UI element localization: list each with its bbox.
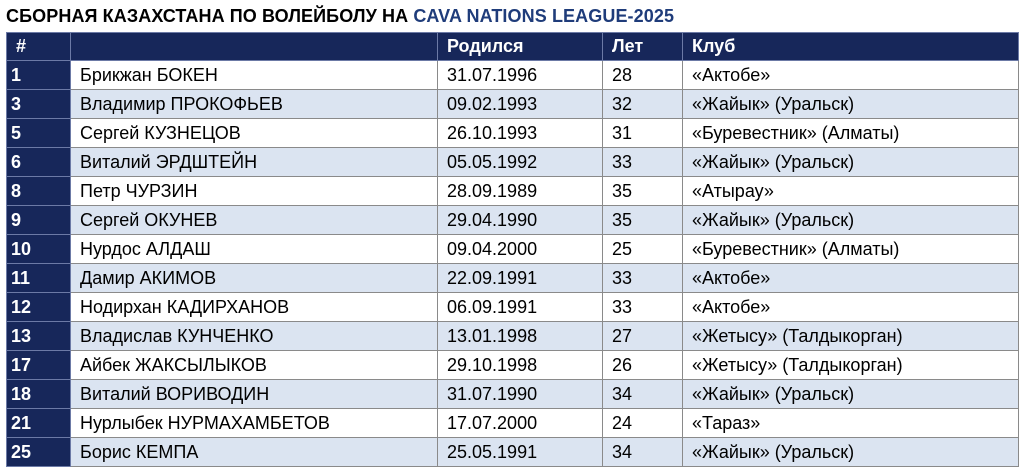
- page-title: СБОРНАЯ КАЗАХСТАНА ПО ВОЛЕЙБОЛУ НА CAVA …: [6, 3, 674, 29]
- player-name: Нурлыбек НУРМАХАМБЕТОВ: [70, 408, 438, 438]
- player-born: 06.09.1991: [437, 292, 603, 322]
- player-age: 33: [602, 147, 683, 177]
- header-age: Лет: [602, 32, 683, 61]
- player-age: 33: [602, 292, 683, 322]
- player-number: 25: [6, 437, 71, 467]
- player-born: 13.01.1998: [437, 321, 603, 351]
- player-born: 05.05.1992: [437, 147, 603, 177]
- player-born: 26.10.1993: [437, 118, 603, 148]
- player-number: 1: [6, 60, 71, 90]
- player-club: «Жайык» (Уральск): [682, 147, 1019, 177]
- player-club: «Жайык» (Уральск): [682, 89, 1019, 119]
- player-born: 22.09.1991: [437, 263, 603, 293]
- player-born: 29.10.1998: [437, 350, 603, 380]
- title-accent: CAVA NATIONS LEAGUE-2025: [413, 6, 675, 26]
- table-row: 11 Дамир АКИМОВ 22.09.1991 33 «Актобе»: [6, 263, 1019, 293]
- player-number: 12: [6, 292, 71, 322]
- player-number: 21: [6, 408, 71, 438]
- table-row: 17 Айбек ЖАКСЫЛЫКОВ 29.10.1998 26 «Жетыс…: [6, 350, 1019, 380]
- table-row: 5 Сергей КУЗНЕЦОВ 26.10.1993 31 «Буревес…: [6, 118, 1019, 148]
- player-age: 28: [602, 60, 683, 90]
- player-age: 25: [602, 234, 683, 264]
- player-name: Виталий ВОРИВОДИН: [70, 379, 438, 409]
- player-name: Сергей ОКУНЕВ: [70, 205, 438, 235]
- player-born: 31.07.1996: [437, 60, 603, 90]
- table-row: 25 Борис КЕМПА 25.05.1991 34 «Жайык» (Ур…: [6, 437, 1019, 467]
- table-header-row: # Родился Лет Клуб: [6, 32, 1019, 61]
- player-number: 3: [6, 89, 71, 119]
- header-name: [70, 32, 438, 61]
- table-row: 3 Владимир ПРОКОФЬЕВ 09.02.1993 32 «Жайы…: [6, 89, 1019, 119]
- player-age: 33: [602, 263, 683, 293]
- player-born: 29.04.1990: [437, 205, 603, 235]
- player-age: 34: [602, 437, 683, 467]
- player-name: Нодирхан КАДИРХАНОВ: [70, 292, 438, 322]
- player-club: «Буревестник» (Алматы): [682, 234, 1019, 264]
- player-number: 9: [6, 205, 71, 235]
- table-row: 9 Сергей ОКУНЕВ 29.04.1990 35 «Жайык» (У…: [6, 205, 1019, 235]
- player-club: «Актобе»: [682, 292, 1019, 322]
- player-born: 17.07.2000: [437, 408, 603, 438]
- table-row: 8 Петр ЧУРЗИН 28.09.1989 35 «Атырау»: [6, 176, 1019, 206]
- player-age: 34: [602, 379, 683, 409]
- player-age: 26: [602, 350, 683, 380]
- player-club: «Актобе»: [682, 263, 1019, 293]
- table-row: 13 Владислав КУНЧЕНКО 13.01.1998 27 «Жет…: [6, 321, 1019, 351]
- player-number: 13: [6, 321, 71, 351]
- player-born: 31.07.1990: [437, 379, 603, 409]
- player-name: Дамир АКИМОВ: [70, 263, 438, 293]
- player-club: «Жайык» (Уральск): [682, 379, 1019, 409]
- table-row: 18 Виталий ВОРИВОДИН 31.07.1990 34 «Жайы…: [6, 379, 1019, 409]
- player-name: Нурдос АЛДАШ: [70, 234, 438, 264]
- roster-body: 1 Брикжан БОКЕН 31.07.1996 28 «Актобе» 3…: [6, 60, 1019, 467]
- player-club: «Жетысу» (Талдыкорган): [682, 350, 1019, 380]
- player-number: 17: [6, 350, 71, 380]
- player-born: 09.02.1993: [437, 89, 603, 119]
- table-row: 6 Виталий ЭРДШТЕЙН 05.05.1992 33 «Жайык»…: [6, 147, 1019, 177]
- table-row: 1 Брикжан БОКЕН 31.07.1996 28 «Актобе»: [6, 60, 1019, 90]
- header-club: Клуб: [682, 32, 1019, 61]
- player-age: 35: [602, 176, 683, 206]
- table-row: 12 Нодирхан КАДИРХАНОВ 06.09.1991 33 «Ак…: [6, 292, 1019, 322]
- player-club: «Тараз»: [682, 408, 1019, 438]
- header-born: Родился: [437, 32, 603, 61]
- player-number: 8: [6, 176, 71, 206]
- player-name: Владислав КУНЧЕНКО: [70, 321, 438, 351]
- player-number: 10: [6, 234, 71, 264]
- player-age: 24: [602, 408, 683, 438]
- player-club: «Жайык» (Уральск): [682, 205, 1019, 235]
- player-age: 27: [602, 321, 683, 351]
- player-born: 25.05.1991: [437, 437, 603, 467]
- player-name: Борис КЕМПА: [70, 437, 438, 467]
- roster-table: # Родился Лет Клуб 1 Брикжан БОКЕН 31.07…: [6, 32, 1019, 467]
- player-name: Виталий ЭРДШТЕЙН: [70, 147, 438, 177]
- player-name: Айбек ЖАКСЫЛЫКОВ: [70, 350, 438, 380]
- player-age: 31: [602, 118, 683, 148]
- table-row: 21 Нурлыбек НУРМАХАМБЕТОВ 17.07.2000 24 …: [6, 408, 1019, 438]
- player-name: Сергей КУЗНЕЦОВ: [70, 118, 438, 148]
- player-born: 28.09.1989: [437, 176, 603, 206]
- player-club: «Актобе»: [682, 60, 1019, 90]
- player-club: «Жетысу» (Талдыкорган): [682, 321, 1019, 351]
- player-age: 35: [602, 205, 683, 235]
- player-name: Владимир ПРОКОФЬЕВ: [70, 89, 438, 119]
- player-club: «Жайык» (Уральск): [682, 437, 1019, 467]
- player-number: 11: [6, 263, 71, 293]
- player-number: 18: [6, 379, 71, 409]
- player-club: «Буревестник» (Алматы): [682, 118, 1019, 148]
- player-age: 32: [602, 89, 683, 119]
- player-name: Брикжан БОКЕН: [70, 60, 438, 90]
- title-main: СБОРНАЯ КАЗАХСТАНА ПО ВОЛЕЙБОЛУ НА: [6, 6, 414, 26]
- player-number: 6: [6, 147, 71, 177]
- player-born: 09.04.2000: [437, 234, 603, 264]
- player-number: 5: [6, 118, 71, 148]
- player-club: «Атырау»: [682, 176, 1019, 206]
- table-row: 10 Нурдос АЛДАШ 09.04.2000 25 «Буревестн…: [6, 234, 1019, 264]
- player-name: Петр ЧУРЗИН: [70, 176, 438, 206]
- header-num: #: [6, 32, 71, 61]
